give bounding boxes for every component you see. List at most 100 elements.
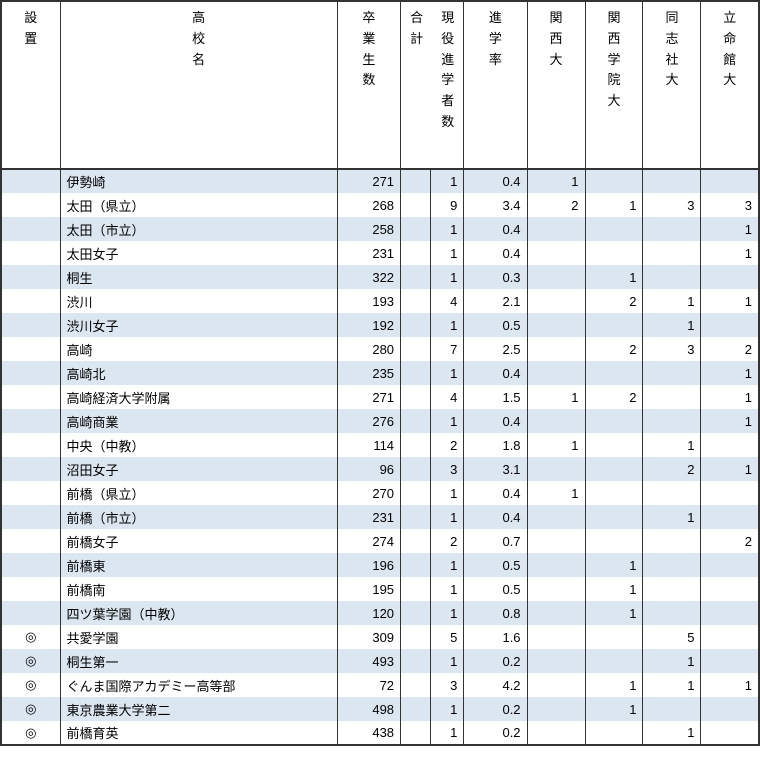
cell-u1 xyxy=(527,673,585,697)
cell-u1: 1 xyxy=(527,169,585,193)
cell-u3 xyxy=(643,529,701,553)
cell-u3 xyxy=(643,169,701,193)
cell-grad: 258 xyxy=(337,217,400,241)
col-header-u4: 立命館大 xyxy=(701,1,759,169)
cell-grad: 235 xyxy=(337,361,400,385)
cell-total xyxy=(401,241,431,265)
cell-u2: 1 xyxy=(585,193,643,217)
cell-rate: 0.4 xyxy=(464,409,527,433)
cell-u3: 1 xyxy=(643,289,701,313)
cell-total xyxy=(401,721,431,745)
table-row: 高崎28072.5232 xyxy=(1,337,759,361)
cell-grad: 231 xyxy=(337,505,400,529)
cell-rate: 2.1 xyxy=(464,289,527,313)
cell-u2: 2 xyxy=(585,337,643,361)
cell-mark xyxy=(1,505,60,529)
cell-mark: ◎ xyxy=(1,721,60,745)
cell-u4: 1 xyxy=(701,385,759,409)
cell-rate: 0.5 xyxy=(464,553,527,577)
cell-u4: 1 xyxy=(701,217,759,241)
table-row: 前橋東19610.51 xyxy=(1,553,759,577)
col-header-name: 高校名 xyxy=(60,1,337,169)
cell-grad: 193 xyxy=(337,289,400,313)
cell-u1: 1 xyxy=(527,433,585,457)
cell-current: 9 xyxy=(430,193,464,217)
cell-rate: 0.8 xyxy=(464,601,527,625)
cell-total xyxy=(401,553,431,577)
cell-name: 前橋女子 xyxy=(60,529,337,553)
cell-mark xyxy=(1,217,60,241)
cell-u3: 1 xyxy=(643,721,701,745)
cell-u1 xyxy=(527,553,585,577)
cell-mark xyxy=(1,193,60,217)
cell-u1 xyxy=(527,625,585,649)
cell-total xyxy=(401,649,431,673)
cell-total xyxy=(401,505,431,529)
cell-u1 xyxy=(527,313,585,337)
cell-u3: 2 xyxy=(643,457,701,481)
table-row: 太田女子23110.41 xyxy=(1,241,759,265)
cell-name: 太田（県立） xyxy=(60,193,337,217)
table-row: 渋川女子19210.51 xyxy=(1,313,759,337)
table-body: 伊勢崎27110.41太田（県立）26893.42133太田（市立）25810.… xyxy=(1,169,759,745)
cell-u3 xyxy=(643,481,701,505)
cell-u4 xyxy=(701,649,759,673)
cell-current: 3 xyxy=(430,673,464,697)
cell-mark xyxy=(1,169,60,193)
cell-rate: 0.4 xyxy=(464,361,527,385)
cell-total xyxy=(401,673,431,697)
cell-u2: 1 xyxy=(585,673,643,697)
cell-u4 xyxy=(701,265,759,289)
cell-grad: 120 xyxy=(337,601,400,625)
cell-u1 xyxy=(527,289,585,313)
cell-u1 xyxy=(527,649,585,673)
cell-rate: 0.3 xyxy=(464,265,527,289)
cell-rate: 1.6 xyxy=(464,625,527,649)
cell-u2: 1 xyxy=(585,265,643,289)
cell-u4 xyxy=(701,601,759,625)
cell-total xyxy=(401,385,431,409)
cell-name: 前橋（県立） xyxy=(60,481,337,505)
cell-mark xyxy=(1,601,60,625)
cell-u4 xyxy=(701,553,759,577)
table-row: 前橋（市立）23110.41 xyxy=(1,505,759,529)
school-table: 設置 高校名 卒業生数 合計 現役進学者数 進学率 関西大 関西学院大 同志社大… xyxy=(0,0,760,746)
cell-u3: 3 xyxy=(643,193,701,217)
cell-mark xyxy=(1,241,60,265)
cell-grad: 196 xyxy=(337,553,400,577)
cell-grad: 268 xyxy=(337,193,400,217)
table-row: 前橋南19510.51 xyxy=(1,577,759,601)
cell-u1 xyxy=(527,337,585,361)
cell-u1 xyxy=(527,457,585,481)
cell-total xyxy=(401,529,431,553)
cell-current: 1 xyxy=(430,601,464,625)
cell-u4: 2 xyxy=(701,529,759,553)
cell-u4 xyxy=(701,433,759,457)
cell-total xyxy=(401,337,431,361)
cell-u1: 2 xyxy=(527,193,585,217)
cell-current: 2 xyxy=(430,433,464,457)
cell-rate: 0.4 xyxy=(464,169,527,193)
cell-u2: 2 xyxy=(585,289,643,313)
table-row: 伊勢崎27110.41 xyxy=(1,169,759,193)
cell-grad: 276 xyxy=(337,409,400,433)
cell-total xyxy=(401,601,431,625)
cell-u4: 1 xyxy=(701,673,759,697)
cell-total xyxy=(401,409,431,433)
cell-current: 1 xyxy=(430,721,464,745)
cell-u1 xyxy=(527,409,585,433)
cell-total xyxy=(401,289,431,313)
cell-u3 xyxy=(643,409,701,433)
cell-rate: 0.7 xyxy=(464,529,527,553)
cell-rate: 0.5 xyxy=(464,313,527,337)
cell-name: 東京農業大学第二 xyxy=(60,697,337,721)
cell-mark: ◎ xyxy=(1,649,60,673)
cell-name: 桐生 xyxy=(60,265,337,289)
cell-current: 1 xyxy=(430,577,464,601)
cell-u4 xyxy=(701,505,759,529)
cell-u4: 1 xyxy=(701,457,759,481)
cell-total xyxy=(401,217,431,241)
col-header-total-current: 合計 現役進学者数 xyxy=(401,1,464,169)
cell-rate: 0.5 xyxy=(464,577,527,601)
cell-u3: 1 xyxy=(643,505,701,529)
